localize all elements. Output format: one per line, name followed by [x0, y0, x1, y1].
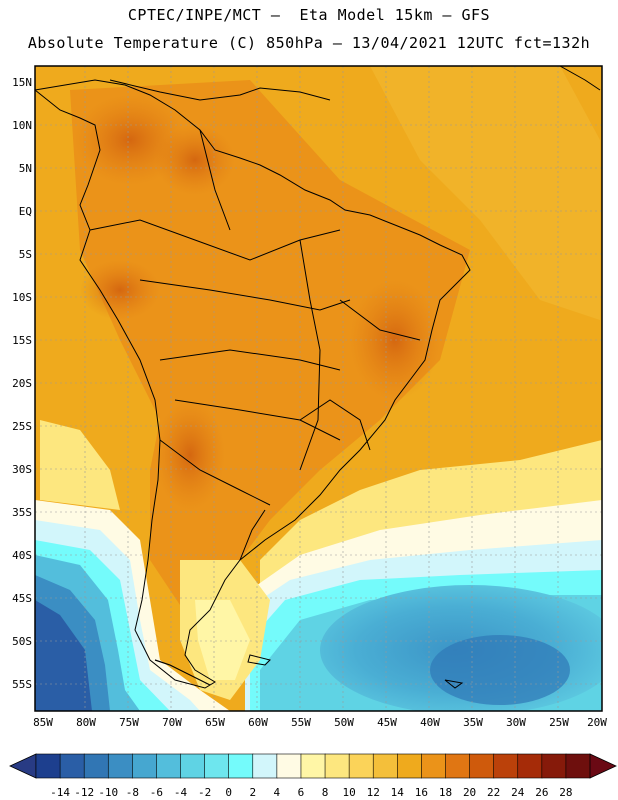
- colorbar-swatch: [517, 753, 543, 779]
- colorbar-tick-label: -10: [98, 786, 118, 799]
- colorbar-tick-label: -12: [74, 786, 94, 799]
- lat-label: 35S: [12, 506, 32, 519]
- colorbar-swatch: [565, 753, 591, 779]
- colorbar-tick-label: 18: [439, 786, 452, 799]
- colorbar-tick-label: 10: [343, 786, 356, 799]
- lat-label: 15N: [12, 76, 32, 89]
- colorbar-tick-label: -8: [126, 786, 139, 799]
- colorbar-tick-label: -2: [198, 786, 211, 799]
- lon-label: 85W: [33, 716, 53, 729]
- colorbar-swatch: [35, 753, 61, 779]
- colorbar-swatch: [156, 753, 182, 779]
- colorbar-swatch: [132, 753, 158, 779]
- colorbar-swatch: [421, 753, 447, 779]
- colorbar-swatch: [228, 753, 254, 779]
- lat-label: 20S: [12, 377, 32, 390]
- colorbar-swatch: [541, 753, 567, 779]
- colorbar-swatch: [300, 753, 326, 779]
- colorbar-tick-label: 20: [463, 786, 476, 799]
- lon-label: 50W: [334, 716, 354, 729]
- lat-label: 5S: [19, 248, 32, 261]
- lat-label: 10N: [12, 119, 32, 132]
- colorbar-swatch: [445, 753, 471, 779]
- lon-label: 30W: [506, 716, 526, 729]
- lon-label: 60W: [248, 716, 268, 729]
- colorbar-tick-label: 14: [391, 786, 405, 799]
- coastlines: [35, 66, 601, 689]
- lat-label: 25S: [12, 420, 32, 433]
- colorbar-tick-label: 28: [559, 786, 572, 799]
- colorbar-swatch: [493, 753, 519, 779]
- lon-label: 20W: [587, 716, 607, 729]
- colorbar-swatch: [180, 753, 206, 779]
- lat-label: 50S: [12, 635, 32, 648]
- lon-label: 75W: [119, 716, 139, 729]
- colorbar-tick-label: -14: [50, 786, 70, 799]
- colorbar-tick-label: 6: [298, 786, 305, 799]
- colorbar-swatch: [83, 753, 109, 779]
- colorbar-swatch: [204, 753, 230, 779]
- lat-label: EQ: [19, 205, 32, 218]
- lat-label: 10S: [12, 291, 32, 304]
- lon-label: 70W: [162, 716, 182, 729]
- colorbar-swatch: [276, 753, 302, 779]
- colorbar-tick-label: 22: [487, 786, 500, 799]
- colorbar-tick-label: 8: [322, 786, 329, 799]
- lat-label: 15S: [12, 334, 32, 347]
- colorbar-tick-label: 12: [367, 786, 380, 799]
- colorbar-swatch: [107, 753, 133, 779]
- lon-label: 35W: [463, 716, 483, 729]
- colorbar-swatch: [348, 753, 374, 779]
- colorbar-tick-label: -6: [150, 786, 163, 799]
- lon-label: 65W: [205, 716, 225, 729]
- lon-label: 80W: [76, 716, 96, 729]
- map-subtitle: Absolute Temperature (C) 850hPa – 13/04/…: [27, 34, 591, 52]
- latitude-labels: 15N 10N 5N EQ 5S 10S 15S 20S 25S 30S 35S…: [12, 76, 32, 691]
- lat-label: 40S: [12, 549, 32, 562]
- lat-label: 45S: [12, 592, 32, 605]
- longitude-labels: 85W 80W 75W 70W 65W 60W 55W 50W 45W 40W …: [33, 716, 607, 729]
- colorbar: -14 -12 -10 -8 -6 -4 -2 0 2 4 6 8 10 12 14 16 18 20 22 24 26…: [9, 753, 617, 799]
- colorbar-right-cap: [589, 753, 617, 779]
- colorbar-swatch: [396, 753, 422, 779]
- lon-label: 45W: [377, 716, 397, 729]
- map-title: CPTEC/INPE/MCT – Eta Model 15km – GFS: [127, 6, 491, 24]
- colorbar-tick-label: 24: [511, 786, 525, 799]
- lat-label: 30S: [12, 463, 32, 476]
- lon-label: 40W: [420, 716, 440, 729]
- colorbar-swatch: [324, 753, 350, 779]
- map-frame: [34, 65, 603, 712]
- lon-label: 25W: [549, 716, 569, 729]
- colorbar-tick-label: 2: [249, 786, 256, 799]
- colorbar-tick-label: -4: [174, 786, 188, 799]
- colorbar-swatch: [469, 753, 495, 779]
- colorbar-tick-label: 0: [225, 786, 232, 799]
- colorbar-tick-label: 4: [274, 786, 281, 799]
- colorbar-swatch: [372, 753, 398, 779]
- colorbar-swatch: [252, 753, 278, 779]
- colorbar-tick-label: 16: [415, 786, 428, 799]
- colorbar-left-cap: [9, 753, 37, 779]
- colorbar-swatch: [59, 753, 85, 779]
- temperature-field: [35, 66, 602, 711]
- lon-label: 55W: [291, 716, 311, 729]
- colorbar-tick-label: 26: [535, 786, 548, 799]
- lat-label: 55S: [12, 678, 32, 691]
- lat-label: 5N: [19, 162, 32, 175]
